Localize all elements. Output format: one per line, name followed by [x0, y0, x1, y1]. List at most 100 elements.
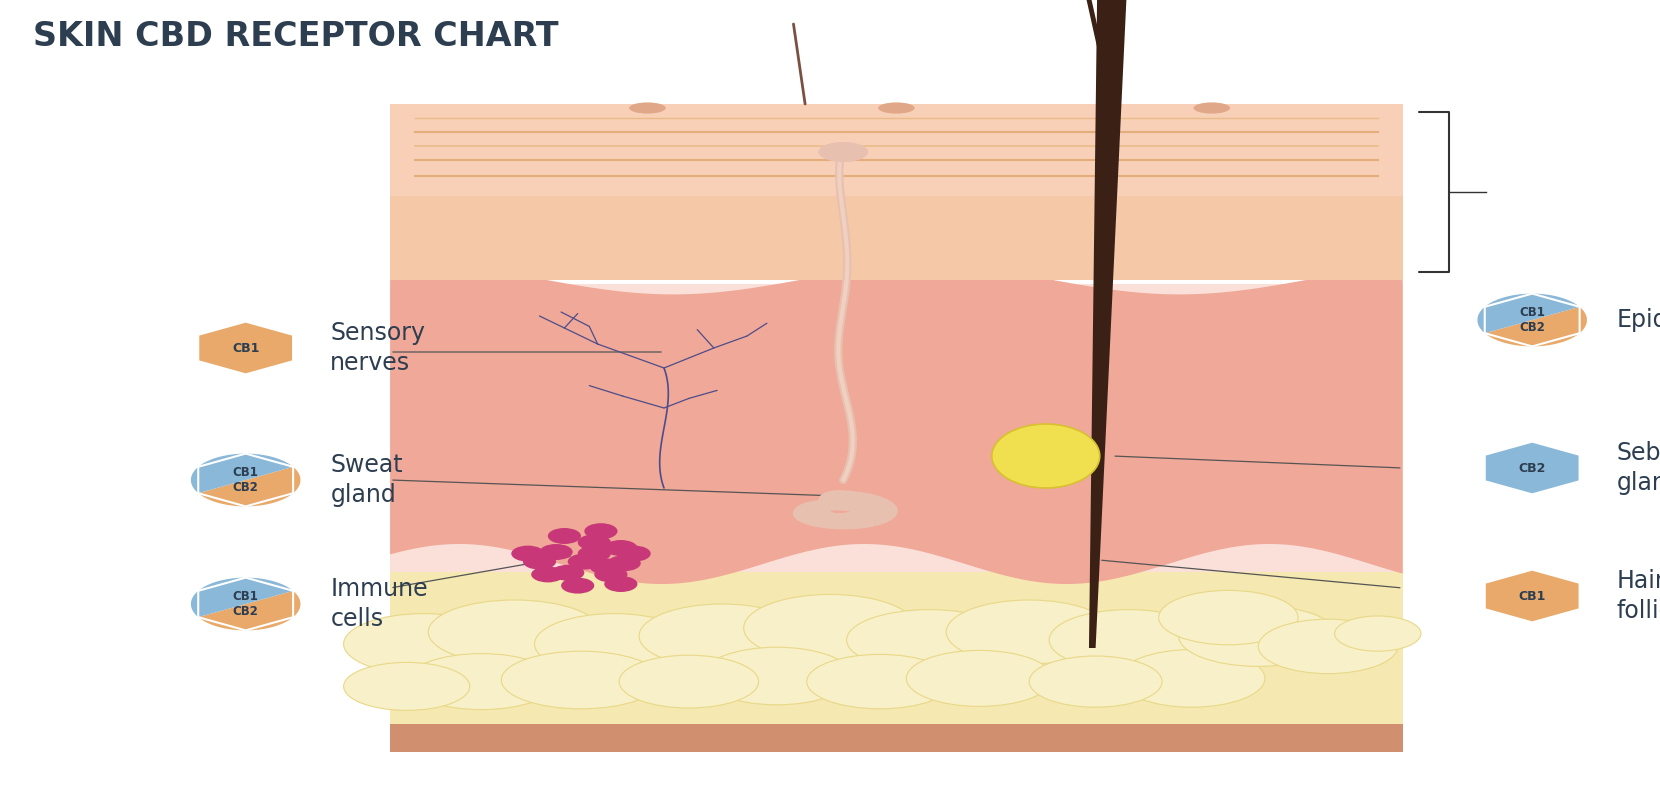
Circle shape: [850, 509, 868, 518]
Ellipse shape: [847, 610, 1013, 670]
Polygon shape: [1484, 570, 1580, 622]
Text: SKIN CBD RECEPTOR CHART: SKIN CBD RECEPTOR CHART: [33, 20, 559, 53]
Circle shape: [589, 558, 622, 574]
Ellipse shape: [1119, 650, 1265, 707]
Circle shape: [807, 500, 832, 512]
Circle shape: [850, 494, 886, 513]
Ellipse shape: [344, 614, 503, 674]
Circle shape: [827, 513, 842, 519]
Text: CB2: CB2: [1519, 462, 1545, 474]
Circle shape: [818, 499, 842, 510]
Circle shape: [548, 528, 581, 544]
Circle shape: [803, 513, 833, 527]
Circle shape: [578, 534, 611, 550]
Text: CB2: CB2: [232, 606, 259, 618]
Circle shape: [540, 544, 573, 560]
Circle shape: [833, 513, 848, 520]
Circle shape: [523, 554, 556, 570]
Circle shape: [845, 511, 862, 519]
Ellipse shape: [501, 651, 661, 709]
Text: CB1: CB1: [232, 590, 259, 602]
Circle shape: [842, 512, 858, 520]
Circle shape: [862, 500, 898, 518]
Ellipse shape: [946, 600, 1112, 664]
Circle shape: [823, 499, 847, 510]
Circle shape: [825, 513, 838, 519]
Circle shape: [850, 506, 870, 515]
Circle shape: [835, 491, 875, 510]
Circle shape: [835, 513, 852, 520]
Ellipse shape: [1194, 102, 1230, 114]
Circle shape: [795, 503, 822, 516]
Circle shape: [551, 565, 584, 581]
Circle shape: [511, 546, 544, 562]
Ellipse shape: [1258, 619, 1398, 674]
Text: CB1: CB1: [232, 342, 259, 354]
Circle shape: [838, 513, 855, 520]
Polygon shape: [390, 266, 1403, 584]
Circle shape: [822, 514, 853, 530]
Circle shape: [820, 510, 832, 515]
Circle shape: [604, 576, 637, 592]
Circle shape: [848, 510, 867, 518]
Polygon shape: [1477, 294, 1580, 333]
Text: CB2: CB2: [232, 482, 259, 494]
Ellipse shape: [535, 614, 694, 674]
Circle shape: [803, 501, 828, 513]
Circle shape: [561, 578, 594, 594]
Circle shape: [798, 502, 825, 514]
Circle shape: [838, 501, 860, 511]
Circle shape: [584, 523, 618, 539]
Circle shape: [843, 493, 881, 511]
Circle shape: [604, 540, 637, 556]
Ellipse shape: [878, 102, 915, 114]
Circle shape: [830, 513, 845, 520]
Circle shape: [847, 510, 865, 519]
Text: CB2: CB2: [1519, 322, 1545, 334]
Polygon shape: [191, 578, 294, 618]
Polygon shape: [1484, 442, 1580, 494]
Circle shape: [578, 546, 611, 562]
Circle shape: [618, 546, 651, 562]
Circle shape: [568, 554, 601, 570]
Circle shape: [608, 555, 641, 571]
Ellipse shape: [807, 654, 953, 709]
Bar: [390, 572, 1403, 724]
Circle shape: [842, 513, 875, 529]
Ellipse shape: [428, 600, 601, 664]
Bar: [390, 284, 1403, 572]
Circle shape: [812, 499, 837, 511]
Circle shape: [820, 510, 832, 516]
Circle shape: [531, 566, 564, 582]
Text: Sebaceous
gland: Sebaceous gland: [1617, 441, 1660, 495]
Circle shape: [833, 500, 855, 510]
Ellipse shape: [818, 142, 868, 162]
Ellipse shape: [344, 662, 470, 710]
Circle shape: [793, 506, 820, 519]
Circle shape: [793, 507, 820, 521]
Circle shape: [594, 566, 627, 582]
Ellipse shape: [1159, 590, 1298, 645]
Text: Immune
cells: Immune cells: [330, 577, 428, 631]
Polygon shape: [198, 322, 294, 374]
Polygon shape: [198, 466, 300, 506]
Bar: [390, 724, 1403, 752]
Circle shape: [828, 499, 852, 510]
Circle shape: [848, 503, 868, 514]
Circle shape: [860, 506, 895, 523]
Text: CB1: CB1: [1519, 306, 1545, 318]
Circle shape: [855, 496, 891, 514]
Circle shape: [842, 502, 863, 512]
Circle shape: [828, 514, 860, 530]
Ellipse shape: [1049, 610, 1208, 670]
Circle shape: [823, 512, 835, 518]
Ellipse shape: [1029, 656, 1162, 707]
Text: Hair
follicle: Hair follicle: [1617, 569, 1660, 623]
Circle shape: [822, 512, 833, 518]
Ellipse shape: [1335, 616, 1421, 651]
Ellipse shape: [702, 647, 852, 705]
Circle shape: [793, 505, 820, 518]
Polygon shape: [1089, 0, 1127, 648]
Circle shape: [845, 502, 867, 513]
Circle shape: [820, 510, 832, 514]
